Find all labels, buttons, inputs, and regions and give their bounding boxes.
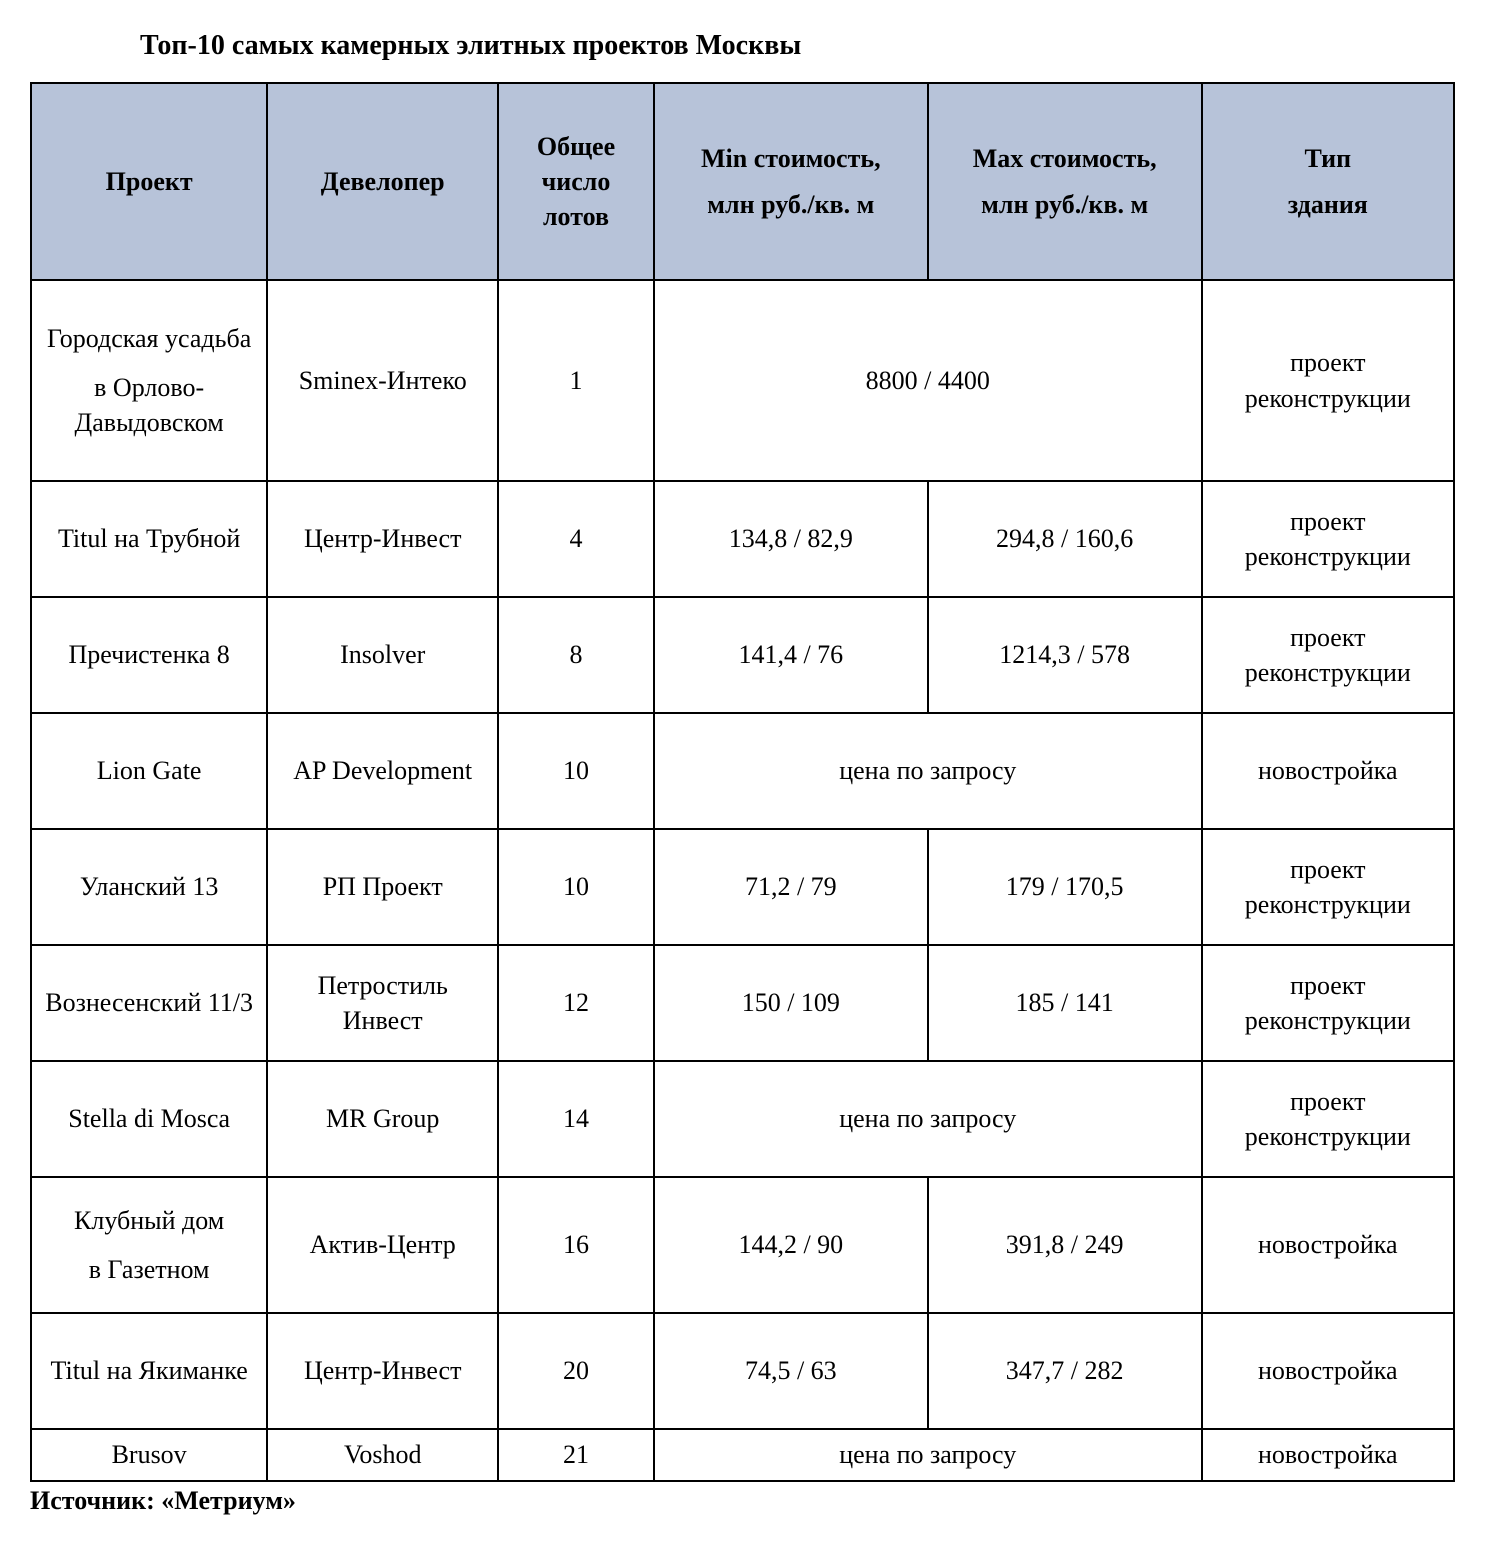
- cell-min-price: 134,8 / 82,9: [654, 481, 928, 597]
- cell-min-price: 144,2 / 90: [654, 1177, 928, 1313]
- source-note: Источник: «Метриум»: [30, 1486, 1455, 1516]
- table-row: Titul на Трубной Центр-Инвест 4 134,8 / …: [31, 481, 1454, 597]
- cell-price-merged: цена по запросу: [654, 1429, 1202, 1481]
- cell-developer: AP Development: [267, 713, 498, 829]
- table-row: Lion Gate AP Development 10 цена по запр…: [31, 713, 1454, 829]
- cell-max-price: 294,8 / 160,6: [928, 481, 1202, 597]
- cell-min-price: 141,4 / 76: [654, 597, 928, 713]
- cell-price-merged: цена по запросу: [654, 713, 1202, 829]
- cell-building-type: новостройка: [1202, 1313, 1454, 1429]
- cell-project: Клубный дом в Газетном: [31, 1177, 267, 1313]
- cell-developer: РП Проект: [267, 829, 498, 945]
- cell-lots: 16: [498, 1177, 654, 1313]
- table-row: Городская усадьба в Орлово-Давыдовском S…: [31, 280, 1454, 481]
- col-header-developer: Девелопер: [267, 83, 498, 280]
- cell-building-type: проект реконструкции: [1202, 1061, 1454, 1177]
- table-row: Пречистенка 8 Insolver 8 141,4 / 76 1214…: [31, 597, 1454, 713]
- cell-min-price: 74,5 / 63: [654, 1313, 928, 1429]
- cell-min-price: 71,2 / 79: [654, 829, 928, 945]
- cell-price-merged: 8800 / 4400: [654, 280, 1202, 481]
- cell-lots: 4: [498, 481, 654, 597]
- cell-project: Городская усадьба в Орлово-Давыдовском: [31, 280, 267, 481]
- cell-max-price: 185 / 141: [928, 945, 1202, 1061]
- cell-project: Titul на Якиманке: [31, 1313, 267, 1429]
- col-header-min-price: Min стоимость, млн руб./кв. м: [654, 83, 928, 280]
- cell-building-type: новостройка: [1202, 1429, 1454, 1481]
- cell-developer: Insolver: [267, 597, 498, 713]
- table-row: Stella di Mosca MR Group 14 цена по запр…: [31, 1061, 1454, 1177]
- cell-developer: Центр-Инвест: [267, 481, 498, 597]
- cell-building-type: проект реконструкции: [1202, 945, 1454, 1061]
- cell-project: Stella di Mosca: [31, 1061, 267, 1177]
- table-row: Titul на Якиманке Центр-Инвест 20 74,5 /…: [31, 1313, 1454, 1429]
- table-row: Клубный дом в Газетном Актив-Центр 16 14…: [31, 1177, 1454, 1313]
- cell-developer: Петростиль Инвест: [267, 945, 498, 1061]
- cell-building-type: новостройка: [1202, 1177, 1454, 1313]
- table-row: Brusov Voshod 21 цена по запросу новостр…: [31, 1429, 1454, 1481]
- page-title: Топ-10 самых камерных элитных проектов М…: [30, 30, 1455, 62]
- cell-building-type: проект реконструкции: [1202, 829, 1454, 945]
- cell-lots: 10: [498, 713, 654, 829]
- cell-building-type: новостройка: [1202, 713, 1454, 829]
- cell-lots: 21: [498, 1429, 654, 1481]
- cell-building-type: проект реконструкции: [1202, 597, 1454, 713]
- table-row: Вознесенский 11/3 Петростиль Инвест 12 1…: [31, 945, 1454, 1061]
- table-header-row: Проект Девелопер Общее число лотов Min с…: [31, 83, 1454, 280]
- cell-lots: 1: [498, 280, 654, 481]
- cell-building-type: проект реконструкции: [1202, 481, 1454, 597]
- cell-lots: 20: [498, 1313, 654, 1429]
- cell-lots: 12: [498, 945, 654, 1061]
- table-row: Уланский 13 РП Проект 10 71,2 / 79 179 /…: [31, 829, 1454, 945]
- cell-project: Titul на Трубной: [31, 481, 267, 597]
- cell-max-price: 1214,3 / 578: [928, 597, 1202, 713]
- cell-project: Уланский 13: [31, 829, 267, 945]
- col-header-max-price: Max стоимость, млн руб./кв. м: [928, 83, 1202, 280]
- cell-developer: Sminex-Интеко: [267, 280, 498, 481]
- cell-developer: Центр-Инвест: [267, 1313, 498, 1429]
- col-header-lots: Общее число лотов: [498, 83, 654, 280]
- cell-max-price: 179 / 170,5: [928, 829, 1202, 945]
- cell-project: Пречистенка 8: [31, 597, 267, 713]
- cell-max-price: 347,7 / 282: [928, 1313, 1202, 1429]
- cell-lots: 10: [498, 829, 654, 945]
- cell-project: Вознесенский 11/3: [31, 945, 267, 1061]
- projects-table: Проект Девелопер Общее число лотов Min с…: [30, 82, 1455, 1482]
- col-header-building-type: Тип здания: [1202, 83, 1454, 280]
- cell-project: Brusov: [31, 1429, 267, 1481]
- cell-building-type: проект реконструкции: [1202, 280, 1454, 481]
- cell-lots: 8: [498, 597, 654, 713]
- cell-project: Lion Gate: [31, 713, 267, 829]
- col-header-project: Проект: [31, 83, 267, 280]
- cell-max-price: 391,8 / 249: [928, 1177, 1202, 1313]
- cell-price-merged: цена по запросу: [654, 1061, 1202, 1177]
- cell-lots: 14: [498, 1061, 654, 1177]
- cell-developer: Voshod: [267, 1429, 498, 1481]
- cell-developer: MR Group: [267, 1061, 498, 1177]
- cell-developer: Актив-Центр: [267, 1177, 498, 1313]
- cell-min-price: 150 / 109: [654, 945, 928, 1061]
